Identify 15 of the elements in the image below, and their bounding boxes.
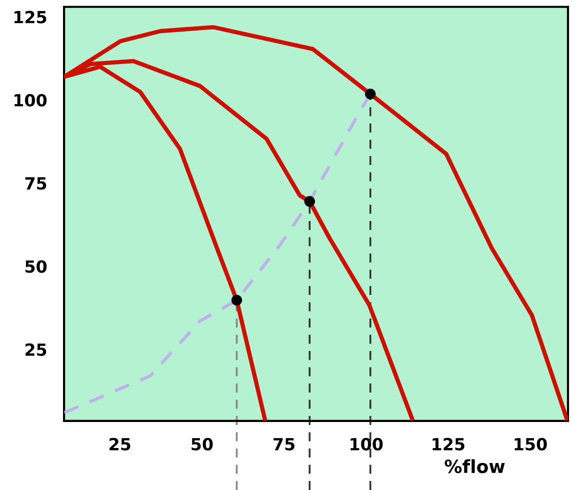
point xyxy=(231,294,242,306)
y-tick-label: 100 xyxy=(14,94,47,107)
x-tick-label: 125 xyxy=(432,438,464,450)
x-axis-title: %flow xyxy=(444,459,505,474)
point xyxy=(365,88,376,100)
y-tick-label: 125 xyxy=(14,10,46,24)
y-tick-label: 25 xyxy=(26,343,46,356)
x-tick-label: 50 xyxy=(192,438,213,450)
y-tick-label: 50 xyxy=(25,260,47,273)
x-tick-label: 25 xyxy=(110,438,130,450)
point xyxy=(304,196,315,207)
x-tick-label: 150 xyxy=(514,438,547,450)
x-tick-label: 100 xyxy=(350,438,383,450)
x-tick-label: 75 xyxy=(274,438,294,450)
y-tick-label: 75 xyxy=(25,177,46,190)
